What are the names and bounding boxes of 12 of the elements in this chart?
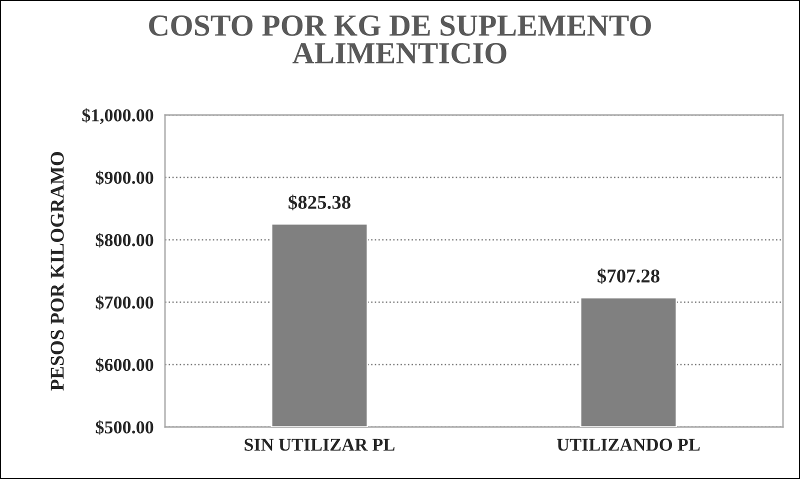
y-tick-label: $800.00: [96, 232, 154, 248]
data-label: $825.38: [288, 194, 350, 210]
y-tick-label: $600.00: [96, 358, 154, 372]
y-tick-label: $1,000.00: [82, 108, 154, 124]
y-tick-label: $900.00: [96, 170, 154, 186]
x-tick-label: SIN UTILIZAR PL: [244, 438, 394, 451]
y-tick-label: $700.00: [96, 295, 154, 310]
y-tick-label: $500.00: [96, 420, 154, 435]
chart-title: COSTO POR KG DE SUPLEMENTO ALIMENTICIO: [149, 15, 651, 64]
y-axis-title: PESOS POR KILOGRAMO: [50, 152, 64, 391]
data-label: $707.28: [598, 268, 660, 284]
x-tick-label: UTILIZANDO PL: [556, 438, 700, 451]
